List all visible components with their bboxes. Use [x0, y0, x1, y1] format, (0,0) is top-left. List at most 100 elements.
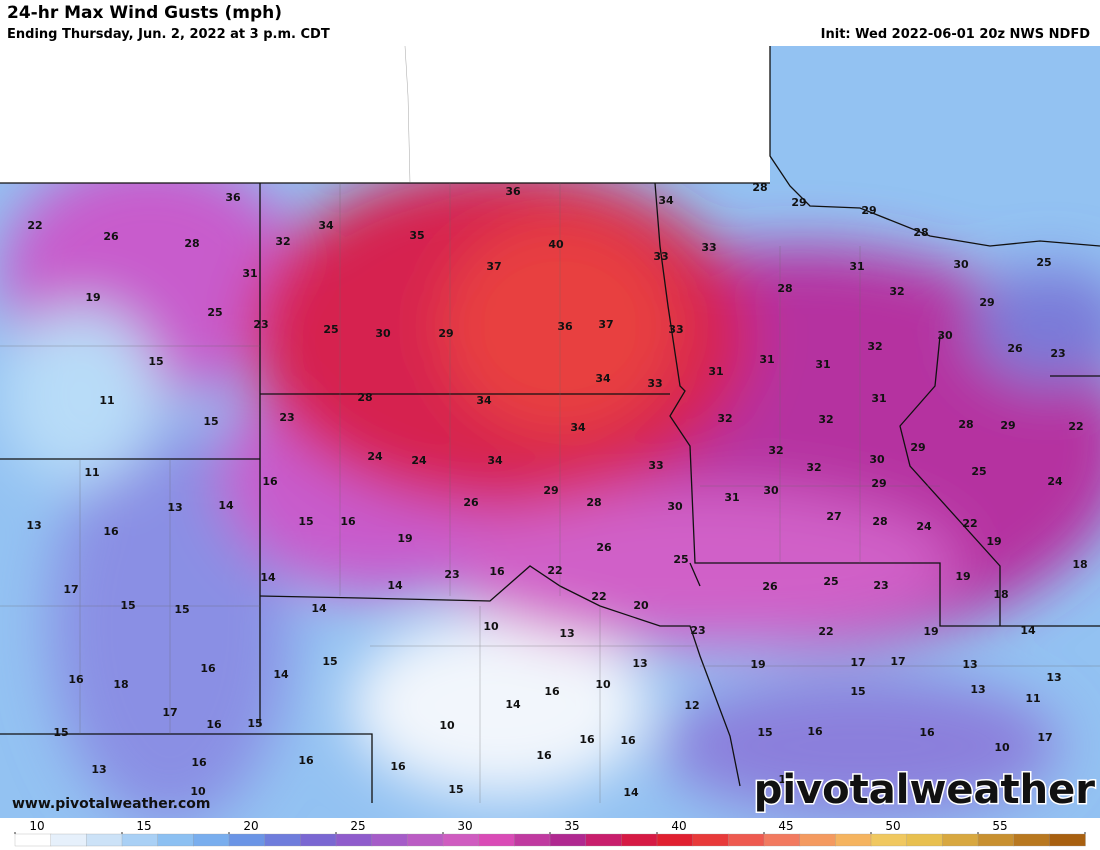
- station-value: 30: [375, 327, 391, 340]
- station-value: 15: [298, 515, 313, 528]
- colorbar-label: 45: [778, 819, 793, 833]
- station-value: 29: [1000, 419, 1015, 432]
- station-value: 16: [298, 754, 314, 767]
- station-value: 28: [586, 496, 601, 509]
- station-value: 17: [162, 706, 177, 719]
- station-value: 27: [826, 510, 841, 523]
- station-value: 10: [994, 741, 1010, 754]
- station-value: 24: [916, 520, 932, 533]
- station-value: 15: [174, 603, 189, 616]
- station-value: 29: [543, 484, 558, 497]
- station-value: 22: [591, 590, 606, 603]
- station-value: 16: [536, 749, 552, 762]
- watermark: www.pivotalweather.com: [12, 796, 211, 812]
- station-value: 28: [958, 418, 973, 431]
- station-value: 28: [184, 237, 199, 250]
- station-value: 14: [1020, 624, 1036, 637]
- color-swatch: [835, 833, 872, 847]
- color-swatch: [514, 833, 551, 847]
- color-swatch: [1049, 833, 1086, 847]
- station-value: 30: [869, 453, 885, 466]
- colorbar-label: 50: [885, 819, 900, 833]
- station-value: 28: [872, 515, 887, 528]
- station-value: 26: [596, 541, 612, 554]
- station-value: 25: [971, 465, 986, 478]
- station-value: 19: [85, 291, 100, 304]
- color-swatch: [1013, 833, 1050, 847]
- station-value: 11: [84, 466, 99, 479]
- field: [0, 46, 1100, 818]
- init-time: Init: Wed 2022-06-01 20z NWS NDFD: [820, 27, 1090, 42]
- station-value: 28: [357, 391, 372, 404]
- station-value: 10: [439, 719, 455, 732]
- station-value: 15: [53, 726, 68, 739]
- station-value: 15: [322, 655, 337, 668]
- colorbar: 1015202530354045505560: [14, 819, 1100, 847]
- station-value: 37: [598, 318, 613, 331]
- color-swatch: [977, 833, 1015, 847]
- station-value: 29: [979, 296, 994, 309]
- station-value: 16: [262, 475, 278, 488]
- station-value: 22: [547, 564, 562, 577]
- color-swatch: [728, 833, 765, 847]
- station-value: 14: [623, 786, 639, 799]
- station-value: 34: [487, 454, 503, 467]
- station-value: 29: [438, 327, 453, 340]
- color-swatch: [371, 833, 408, 847]
- color-swatch: [335, 833, 373, 847]
- station-value: 23: [279, 411, 294, 424]
- station-value: 30: [937, 329, 953, 342]
- station-value: 13: [962, 658, 977, 671]
- station-value: 22: [962, 517, 977, 530]
- station-value: 16: [807, 725, 823, 738]
- colorbar-label: 10: [29, 819, 44, 833]
- station-value: 36: [225, 191, 241, 204]
- station-value: 16: [919, 726, 935, 739]
- station-value: 14: [505, 698, 521, 711]
- station-value: 26: [463, 496, 479, 509]
- station-value: 32: [806, 461, 821, 474]
- station-value: 26: [762, 580, 778, 593]
- station-value: 25: [1036, 256, 1051, 269]
- station-value: 16: [191, 756, 207, 769]
- station-value: 25: [823, 575, 838, 588]
- color-swatch: [906, 833, 943, 847]
- station-value: 16: [620, 734, 636, 747]
- station-value: 18: [993, 588, 1008, 601]
- map: 36 22 26 28 31 19 25 23 15 11 15 11 13 16 13 14 16 15 16 17…: [0, 46, 1100, 818]
- station-value: 31: [815, 358, 830, 371]
- color-swatch: [621, 833, 658, 847]
- station-value: 17: [63, 583, 78, 596]
- station-value: 16: [206, 718, 222, 731]
- station-value: 12: [684, 699, 699, 712]
- station-value: 26: [1007, 342, 1023, 355]
- station-value: 15: [448, 783, 463, 796]
- station-value: 34: [595, 372, 611, 385]
- station-value: 23: [690, 624, 705, 637]
- station-value: 33: [648, 459, 663, 472]
- station-value: 34: [318, 219, 334, 232]
- station-value: 22: [818, 625, 833, 638]
- color-swatch: [692, 833, 729, 847]
- station-value: 16: [544, 685, 560, 698]
- station-value: 17: [890, 655, 905, 668]
- logo: pivotalweather: [754, 767, 1096, 813]
- colorbar-label: 35: [564, 819, 579, 833]
- station-value: 15: [148, 355, 163, 368]
- color-swatch: [121, 833, 159, 847]
- station-value: 33: [647, 377, 662, 390]
- color-swatch: [763, 833, 801, 847]
- station-value: 24: [1047, 475, 1063, 488]
- station-value: 31: [724, 491, 739, 504]
- station-value: 15: [203, 415, 218, 428]
- station-value: 31: [759, 353, 774, 366]
- color-swatch: [228, 833, 266, 847]
- color-swatch: [442, 833, 480, 847]
- station-value: 13: [26, 519, 41, 532]
- station-value: 14: [218, 499, 234, 512]
- color-swatch: [50, 833, 87, 847]
- colorbar-label: 15: [136, 819, 151, 833]
- station-value: 13: [1046, 671, 1061, 684]
- station-value: 36: [505, 185, 521, 198]
